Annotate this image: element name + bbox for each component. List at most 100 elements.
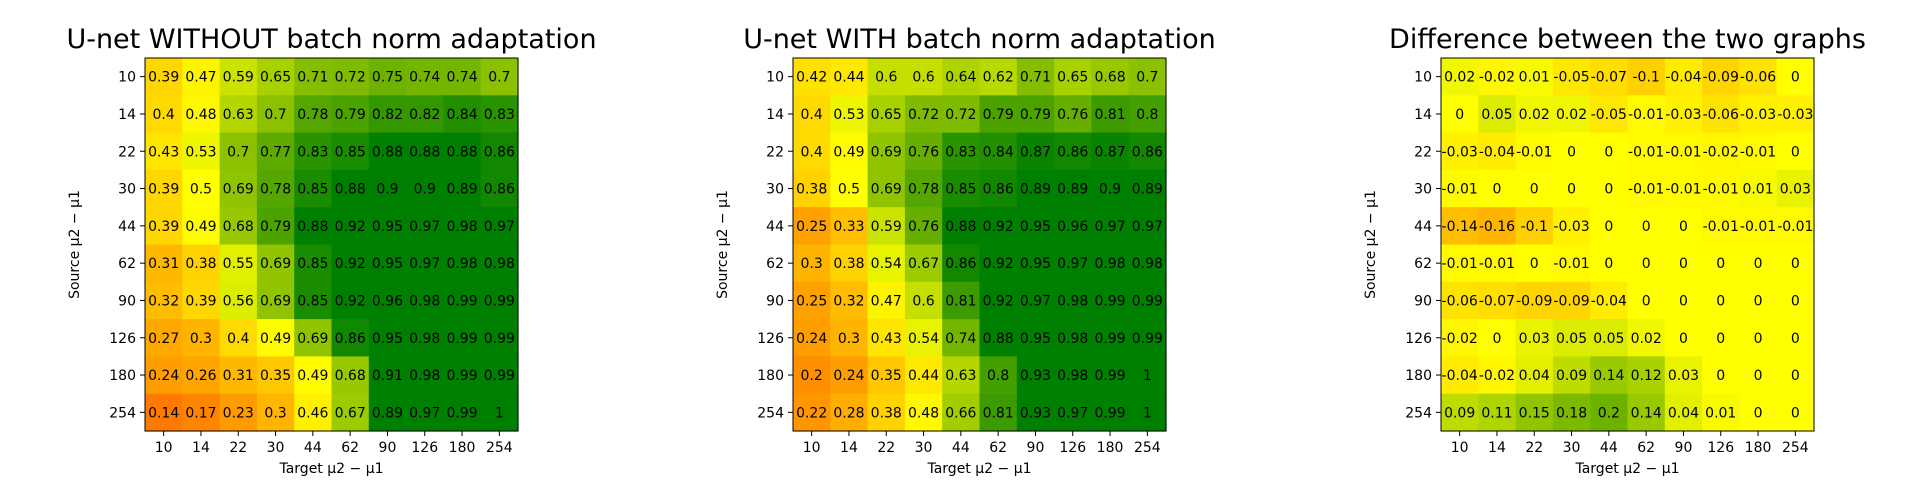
- cell-value-label: -0.04: [1591, 293, 1627, 309]
- cell-value-label: 0.54: [871, 256, 902, 272]
- heatmap-cell: [443, 281, 482, 320]
- heatmap-cell: [1664, 95, 1703, 134]
- cell-value-label: 0.81: [1094, 107, 1125, 123]
- heatmap-cell: [793, 319, 831, 357]
- heatmap-cell: [1128, 58, 1167, 96]
- cell-value-label: 0: [1791, 256, 1800, 272]
- heatmap-cell: [406, 393, 444, 432]
- heatmap-cell: [904, 95, 943, 134]
- heatmap-cell: [1664, 356, 1703, 395]
- cell-value-label: 0.79: [335, 107, 366, 123]
- heatmap-cell: [256, 58, 295, 96]
- cell-value-label: -0.09: [1703, 70, 1739, 86]
- heatmap-cell: [443, 393, 482, 432]
- heatmap-cell: [182, 132, 221, 171]
- heatmap-cell: [1128, 281, 1167, 320]
- cell-value-label: 0.68: [335, 368, 366, 384]
- heatmap-cell: [1702, 281, 1740, 320]
- cell-value-label: 0.69: [260, 256, 291, 272]
- cell-value-label: 0.75: [372, 70, 403, 86]
- cell-value-label: 0.9: [1099, 182, 1121, 198]
- x-tick-label: 14: [192, 440, 210, 456]
- cell-value-label: 0: [1642, 293, 1651, 309]
- heatmap-cell: [1739, 281, 1778, 320]
- heatmap-cell: [1478, 244, 1517, 283]
- cell-value-label: 0.15: [1519, 405, 1550, 421]
- y-tick-label: 22: [766, 144, 784, 160]
- heatmap-cell: [1016, 393, 1055, 432]
- cell-value-label: 0.89: [1132, 182, 1163, 198]
- cell-value-label: -0.06: [1740, 70, 1776, 86]
- y-axis-label: Source μ2 − μ1: [715, 190, 731, 299]
- cell-value-label: 0.04: [1668, 405, 1699, 421]
- cell-value-label: 0.99: [446, 331, 477, 347]
- heatmap-cell: [1478, 169, 1517, 208]
- cell-value-label: 0.03: [1519, 331, 1550, 347]
- cell-value-label: 0: [1679, 256, 1688, 272]
- heatmap-cell: [480, 58, 519, 96]
- x-tick-label: 62: [341, 440, 359, 456]
- heatmap-cell: [1590, 244, 1629, 283]
- heatmap-cell: [145, 319, 183, 357]
- cell-value-label: 0.97: [409, 219, 440, 235]
- heatmap-cell: [1739, 169, 1778, 208]
- heatmap-cell: [904, 244, 943, 283]
- cell-value-label: 1: [1143, 368, 1152, 384]
- heatmap-cell: [1091, 132, 1130, 171]
- heatmap-cell: [1702, 356, 1740, 395]
- cell-value-label: 0.14: [1593, 368, 1624, 384]
- cell-value-label: 0.8: [1136, 107, 1158, 123]
- x-tick-label: 30: [915, 440, 933, 456]
- heatmap-cell: [1590, 281, 1629, 320]
- cell-value-label: 0.53: [833, 107, 864, 123]
- heatmap-cell: [979, 244, 1018, 283]
- y-axis-label: Source μ2 − μ1: [1363, 190, 1379, 299]
- heatmap-cell: [1664, 207, 1703, 246]
- heatmap-cell: [443, 319, 482, 357]
- y-tick-label: 22: [118, 144, 136, 160]
- heatmap-cell: [1441, 356, 1479, 395]
- heatmap-cell: [256, 356, 295, 395]
- cell-value-label: 0.03: [1668, 368, 1699, 384]
- heatmap-cell: [1552, 281, 1591, 320]
- heatmap-cell: [867, 95, 906, 134]
- heatmap-cell: [979, 356, 1018, 395]
- heatmap-cell: [1016, 169, 1055, 208]
- heatmap-cell: [1776, 132, 1815, 171]
- cell-value-label: 0.5: [838, 182, 860, 198]
- heatmap-cell: [1128, 319, 1167, 357]
- heatmap-cell: [793, 95, 831, 134]
- cell-value-label: 0.72: [945, 107, 976, 123]
- heatmap-cell: [904, 281, 943, 320]
- cell-value-label: 0.6: [912, 293, 934, 309]
- cell-value-label: 0.99: [484, 368, 515, 384]
- cell-value-label: 0.72: [908, 107, 939, 123]
- cell-value-label: 0.99: [1094, 293, 1125, 309]
- y-tick-label: 22: [1414, 144, 1432, 160]
- heatmap-cell: [1552, 244, 1591, 283]
- cell-value-label: -0.02: [1442, 331, 1478, 347]
- heatmap-cell: [979, 169, 1018, 208]
- heatmap-cell: [294, 95, 333, 134]
- heatmap-cell: [145, 244, 183, 283]
- cell-value-label: 0.43: [148, 144, 179, 160]
- heatmap-cell: [1016, 281, 1055, 320]
- cell-value-label: 0.38: [833, 256, 864, 272]
- x-tick-label: 254: [486, 440, 513, 456]
- cell-value-label: 0.65: [871, 107, 902, 123]
- heatmap-cell: [294, 207, 333, 246]
- cell-value-label: 0.43: [871, 331, 902, 347]
- cell-value-label: 0: [1754, 293, 1763, 309]
- heatmap-cell: [1702, 393, 1740, 432]
- heatmap-cell: [1128, 169, 1167, 208]
- heatmap-cell: [145, 58, 183, 96]
- heatmap-cell: [1016, 58, 1055, 96]
- heatmap-cell: [904, 319, 943, 357]
- heatmap-cell: [830, 132, 869, 171]
- cell-value-label: 0.4: [227, 331, 249, 347]
- heatmap-cell: [331, 95, 370, 134]
- y-tick-label: 90: [1414, 293, 1432, 309]
- cell-value-label: -0.04: [1479, 144, 1515, 160]
- cell-value-label: 0: [1716, 331, 1725, 347]
- y-tick-label: 14: [766, 107, 784, 123]
